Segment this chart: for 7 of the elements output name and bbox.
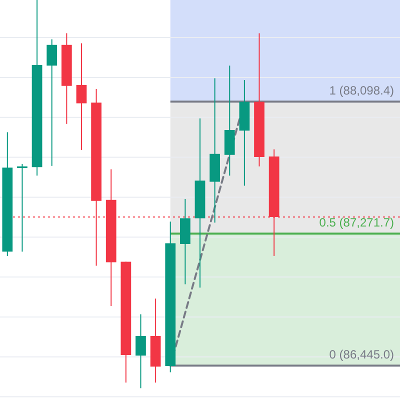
candlestick — [46, 38, 58, 166]
ref-line-label: 0 (86,445.0) — [329, 348, 394, 362]
ref-line-label: 0.5 (87,271.7) — [319, 216, 394, 230]
candlestick — [76, 42, 87, 150]
candlestick — [136, 314, 146, 389]
ref-line-label: 1 (88,098.4) — [329, 84, 394, 98]
candlestick — [17, 163, 28, 252]
